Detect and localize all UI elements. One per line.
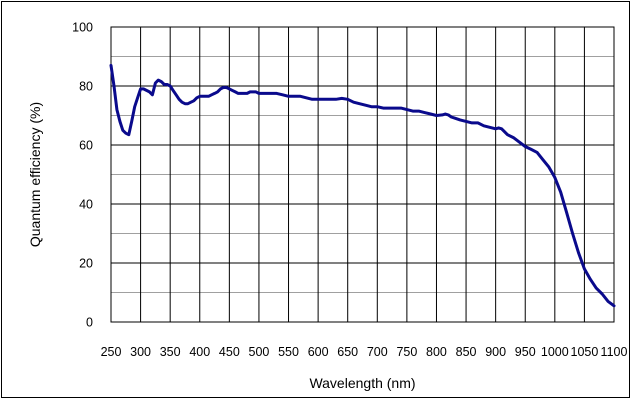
qe-series-line <box>109 63 616 308</box>
x-tick-label: 250 <box>101 345 122 359</box>
x-tick-label: 1100 <box>601 345 628 359</box>
y-tick-label: 100 <box>72 21 93 35</box>
plot-area-border <box>110 26 615 323</box>
x-tick-label: 900 <box>485 345 506 359</box>
x-tick-label: 350 <box>160 345 181 359</box>
x-tick-labels: 250 300 350 400 450 500 550 600 650 700 750 800 850 9… <box>101 345 628 359</box>
x-tick-label: 300 <box>130 345 151 359</box>
y-tick-label: 60 <box>79 139 93 153</box>
x-tick-label: 950 <box>515 345 536 359</box>
x-tick-label: 750 <box>396 345 417 359</box>
y-tick-label: 40 <box>79 198 93 212</box>
x-tick-label: 1000 <box>541 345 569 359</box>
series-layer <box>109 63 616 308</box>
y-tick-labels: 0 20 40 60 80 100 <box>72 21 93 330</box>
x-tick-label: 650 <box>337 345 358 359</box>
x-tick-label: 400 <box>189 345 210 359</box>
x-tick-label: 800 <box>426 345 447 359</box>
y-tick-label: 20 <box>79 257 93 271</box>
plot-border <box>110 26 615 323</box>
y-tick-label: 80 <box>79 80 93 94</box>
x-tick-label: 850 <box>456 345 477 359</box>
y-tick-label: 0 <box>86 316 93 330</box>
minor-gridlines <box>111 56 614 293</box>
x-tick-label: 450 <box>219 345 240 359</box>
x-axis-title: Wavelength (nm) <box>309 375 415 391</box>
x-tick-label: 700 <box>367 345 388 359</box>
major-gridlines <box>110 26 615 323</box>
x-tick-label: 600 <box>308 345 329 359</box>
x-tick-label: 500 <box>249 345 270 359</box>
x-tick-label: 1050 <box>571 345 599 359</box>
x-tick-label: 550 <box>278 345 299 359</box>
y-axis-title: Quantum efficiency (%) <box>27 102 43 247</box>
